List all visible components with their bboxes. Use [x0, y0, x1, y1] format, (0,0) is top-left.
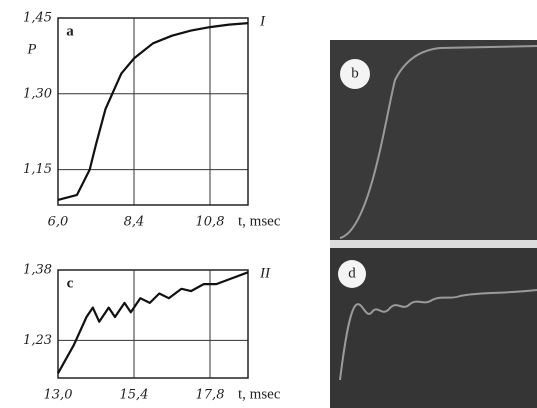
y-tick-label: 1,15: [23, 162, 52, 177]
panel-label: c: [67, 275, 74, 291]
x-tick-label: 6,0: [48, 215, 69, 230]
panel-label: a: [66, 23, 74, 39]
x-tick-label: 15,4: [120, 388, 149, 403]
trace-b: [339, 45, 537, 239]
annotation: I: [259, 13, 266, 29]
x-tick-label: 17,8: [196, 388, 225, 403]
panel-label-bg: [61, 274, 79, 294]
x-tick-label: 10,8: [196, 215, 225, 230]
y-tick-label: 1,38: [23, 263, 52, 278]
panel-label-bg: [61, 22, 79, 42]
x-tick-label: 13,0: [44, 388, 73, 403]
x-tick-label: 8,4: [124, 215, 145, 230]
photo-divider: [330, 240, 537, 248]
photo-label: b: [351, 65, 359, 81]
photo-badge: [340, 59, 370, 89]
trace-d: [339, 289, 537, 381]
photo-badge: [338, 260, 366, 288]
curve: [57, 271, 249, 374]
y-tick-label: 1,30: [23, 86, 52, 101]
x-axis-label: t, msec: [238, 386, 281, 402]
y-tick-label: 1,23: [23, 333, 52, 348]
plot-frame: [57, 269, 249, 379]
curve: [57, 22, 249, 201]
annotation: II: [259, 265, 271, 281]
photo-label: d: [348, 265, 356, 281]
plot-frame: [57, 17, 249, 206]
y-tick-label: 1,45: [23, 11, 52, 26]
y-axis-label: P: [26, 41, 36, 57]
x-axis-label: t, msec: [238, 213, 281, 229]
